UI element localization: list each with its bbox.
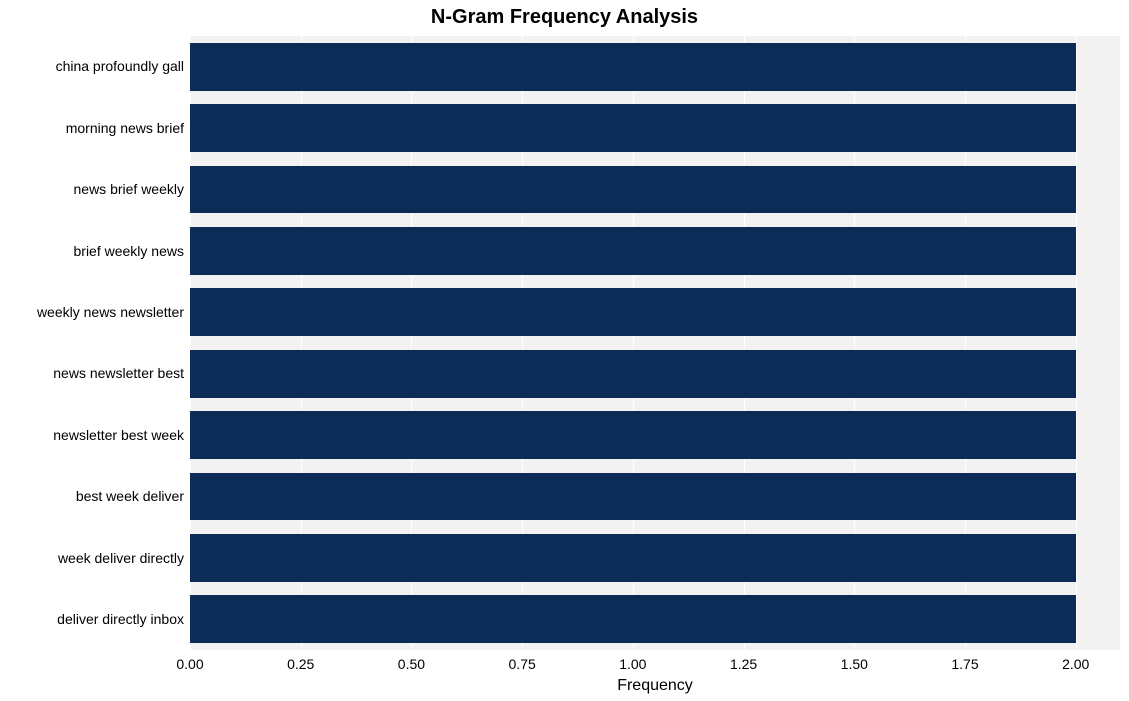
- bar: [190, 227, 1076, 275]
- x-tick-label: 0.50: [398, 656, 425, 672]
- x-tick-label: 1.00: [619, 656, 646, 672]
- x-tick-label: 1.50: [841, 656, 868, 672]
- bar: [190, 104, 1076, 152]
- y-tick-label: deliver directly inbox: [0, 611, 184, 627]
- x-tick-label: 0.25: [287, 656, 314, 672]
- y-tick-label: brief weekly news: [0, 243, 184, 259]
- y-tick-label: china profoundly gall: [0, 58, 184, 74]
- y-tick-label: week deliver directly: [0, 550, 184, 566]
- x-tick-label: 1.25: [730, 656, 757, 672]
- bar: [190, 288, 1076, 336]
- y-tick-label: weekly news newsletter: [0, 304, 184, 320]
- bar: [190, 43, 1076, 91]
- y-tick-label: best week deliver: [0, 488, 184, 504]
- x-tick-label: 0.75: [509, 656, 536, 672]
- bar: [190, 411, 1076, 459]
- y-tick-label: news newsletter best: [0, 365, 184, 381]
- x-tick-label: 1.75: [951, 656, 978, 672]
- bar: [190, 595, 1076, 643]
- ngram-frequency-chart: N-Gram Frequency Analysis Frequency chin…: [0, 0, 1129, 701]
- x-tick-label: 2.00: [1062, 656, 1089, 672]
- bar: [190, 166, 1076, 214]
- plot-area: [190, 36, 1120, 650]
- y-tick-label: morning news brief: [0, 120, 184, 136]
- bar: [190, 473, 1076, 521]
- y-tick-label: newsletter best week: [0, 427, 184, 443]
- gridline: [1076, 36, 1077, 650]
- y-tick-label: news brief weekly: [0, 181, 184, 197]
- bar: [190, 534, 1076, 582]
- x-axis-label: Frequency: [190, 677, 1120, 695]
- x-tick-label: 0.00: [176, 656, 203, 672]
- chart-title: N-Gram Frequency Analysis: [0, 6, 1129, 29]
- bar: [190, 350, 1076, 398]
